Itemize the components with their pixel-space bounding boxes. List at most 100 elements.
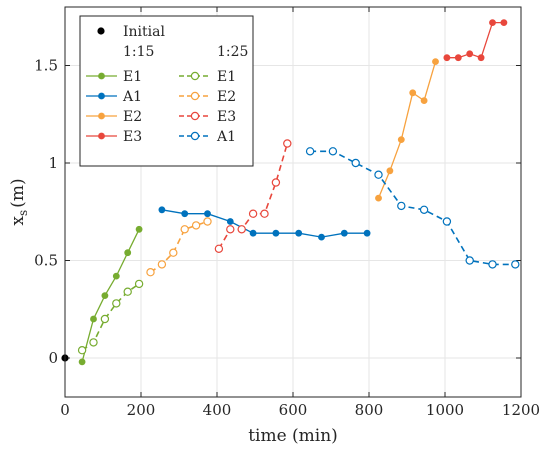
legend-box [79, 15, 254, 167]
legend-marker [98, 112, 105, 120]
data-point [443, 54, 451, 62]
plot-series [61, 19, 520, 366]
data-point [409, 89, 417, 97]
x-tick-label: 400 [203, 401, 232, 419]
y-axis-label: xs (m) [8, 178, 30, 225]
legend-label: E2 [217, 89, 236, 105]
data-point [511, 260, 520, 269]
data-point [134, 279, 144, 289]
legend-label: A1 [122, 89, 142, 105]
axis-ticks: 0 200 400 600 800 1000 1200 0 0.5 1 1.5 [34, 7, 540, 419]
data-point [465, 256, 474, 265]
data-point [271, 178, 281, 187]
data-point [454, 54, 462, 62]
series-e1-1-25 [77, 279, 144, 355]
data-point [237, 225, 246, 234]
legend-marker [190, 131, 200, 141]
data-point [158, 206, 166, 214]
data-point [305, 147, 315, 156]
data-point [432, 58, 439, 65]
y-axis-label-subscript: s [16, 210, 30, 216]
series-line [81, 229, 140, 363]
x-axis-label: time (min) [248, 426, 338, 446]
x-tick-label: 600 [279, 401, 308, 419]
series-e1-1-15 [78, 225, 143, 366]
legend-marker [190, 111, 200, 121]
data-point [340, 229, 348, 237]
series-line [161, 209, 368, 238]
data-point [351, 158, 360, 168]
y-tick-label: 0 [48, 349, 58, 367]
data-point [328, 147, 338, 156]
data-point [419, 205, 429, 214]
data-point [295, 229, 303, 237]
data-point [226, 225, 235, 234]
data-point [214, 244, 224, 253]
data-point [101, 292, 109, 299]
x-tick-label: 1200 [502, 401, 540, 419]
data-point [203, 217, 212, 226]
data-point [100, 314, 110, 324]
data-point [477, 54, 485, 62]
y-tick-label: 1.5 [34, 57, 58, 75]
data-point [248, 209, 258, 218]
y-tick-label: 0.5 [34, 252, 58, 270]
data-point [89, 338, 98, 347]
data-point [374, 170, 383, 179]
series-line [310, 150, 516, 266]
legend: Initial 1:15 1:25 E1 A1 E2 E3 E1 E2 E3 A1 [79, 15, 254, 167]
axes-frame [64, 6, 522, 398]
series-a1-1-15 [158, 206, 371, 241]
data-point [489, 19, 496, 26]
data-point [386, 167, 394, 175]
data-point [181, 210, 189, 218]
series-e2-1-25 [146, 217, 212, 277]
data-point [442, 217, 452, 226]
series-a1-1-25 [305, 147, 520, 269]
data-point [375, 194, 382, 202]
data-point [488, 260, 497, 269]
legend-group-header-1-15: 1:15 [123, 44, 154, 60]
data-point [249, 229, 257, 237]
data-point [77, 346, 87, 355]
data-point [112, 272, 120, 280]
legend-label: E1 [123, 69, 142, 85]
data-point [420, 97, 428, 104]
legend-entries: E1 A1 E2 E3 E1 E2 E3 A1 [86, 69, 236, 145]
series-e3-1-15 [443, 19, 508, 62]
data-point [397, 201, 406, 211]
legend-group-header-1-25: 1:25 [217, 44, 248, 60]
data-point [124, 249, 132, 257]
legend-label: E3 [217, 109, 236, 125]
data-point [272, 229, 280, 237]
legend-label: E2 [123, 109, 142, 125]
data-point [135, 225, 143, 233]
legend-marker [190, 91, 200, 101]
data-point [191, 221, 201, 230]
data-point [78, 358, 86, 366]
series-line [377, 61, 437, 199]
data-point [500, 19, 508, 26]
data-point [180, 225, 189, 234]
data-point [112, 299, 121, 308]
legend-label: E1 [217, 69, 236, 85]
data-point [283, 139, 292, 148]
data-point [204, 210, 211, 218]
series-e3-1-25 [214, 139, 292, 253]
legend-initial-label: Initial [123, 24, 165, 40]
y-axis-label-unit: (m) [8, 178, 28, 207]
series-e2-1-15 [375, 58, 439, 202]
legend-marker [98, 132, 105, 140]
legend-label: A1 [216, 129, 236, 145]
data-point [146, 268, 155, 277]
data-point [260, 209, 269, 218]
legend-marker [98, 72, 105, 80]
legend-initial-marker [97, 27, 105, 35]
data-point [363, 229, 371, 237]
data-point [226, 218, 234, 225]
legend-marker [190, 71, 200, 81]
data-point [169, 248, 178, 257]
x-tick-label: 800 [355, 401, 384, 419]
legend-marker [98, 92, 105, 100]
